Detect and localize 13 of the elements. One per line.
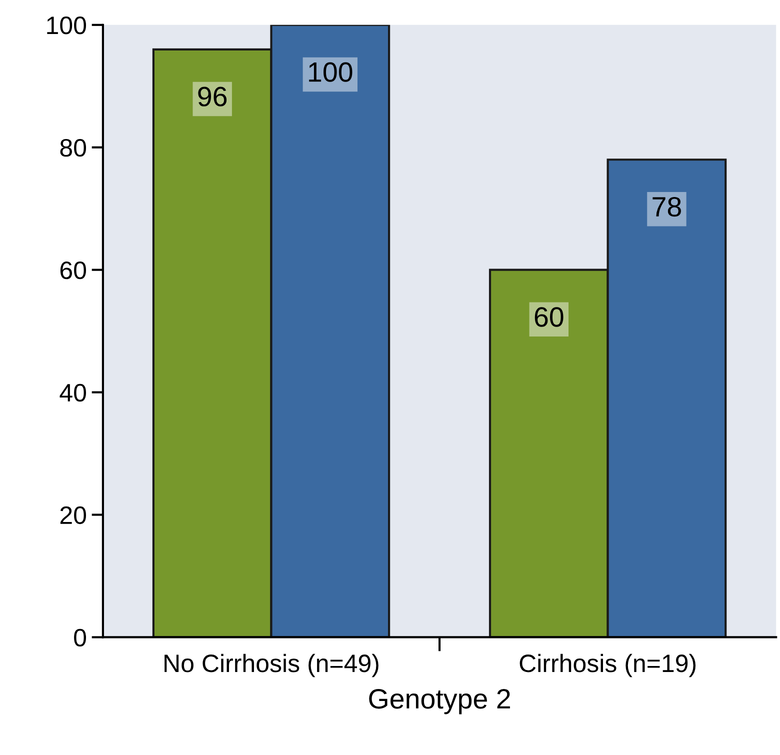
data-label: 100 [309, 62, 352, 82]
y-tick-label: 0 [74, 628, 86, 647]
x-axis-title: Genotype 2 [369, 689, 510, 714]
y-tick-label: 100 [47, 16, 86, 34]
x-tick-label: Cirrhosis (n=19) [520, 654, 696, 678]
y-tick-label: 80 [60, 138, 86, 157]
y-tick-label: 20 [60, 506, 86, 524]
y-tick-label: 60 [60, 261, 86, 280]
data-label: 78 [652, 196, 681, 217]
data-label: 96 [198, 86, 227, 106]
y-tick-label: 40 [60, 384, 86, 402]
data-label: 60 [534, 307, 564, 327]
x-tick-label: No Cirrhosis (n=49) [164, 654, 378, 678]
